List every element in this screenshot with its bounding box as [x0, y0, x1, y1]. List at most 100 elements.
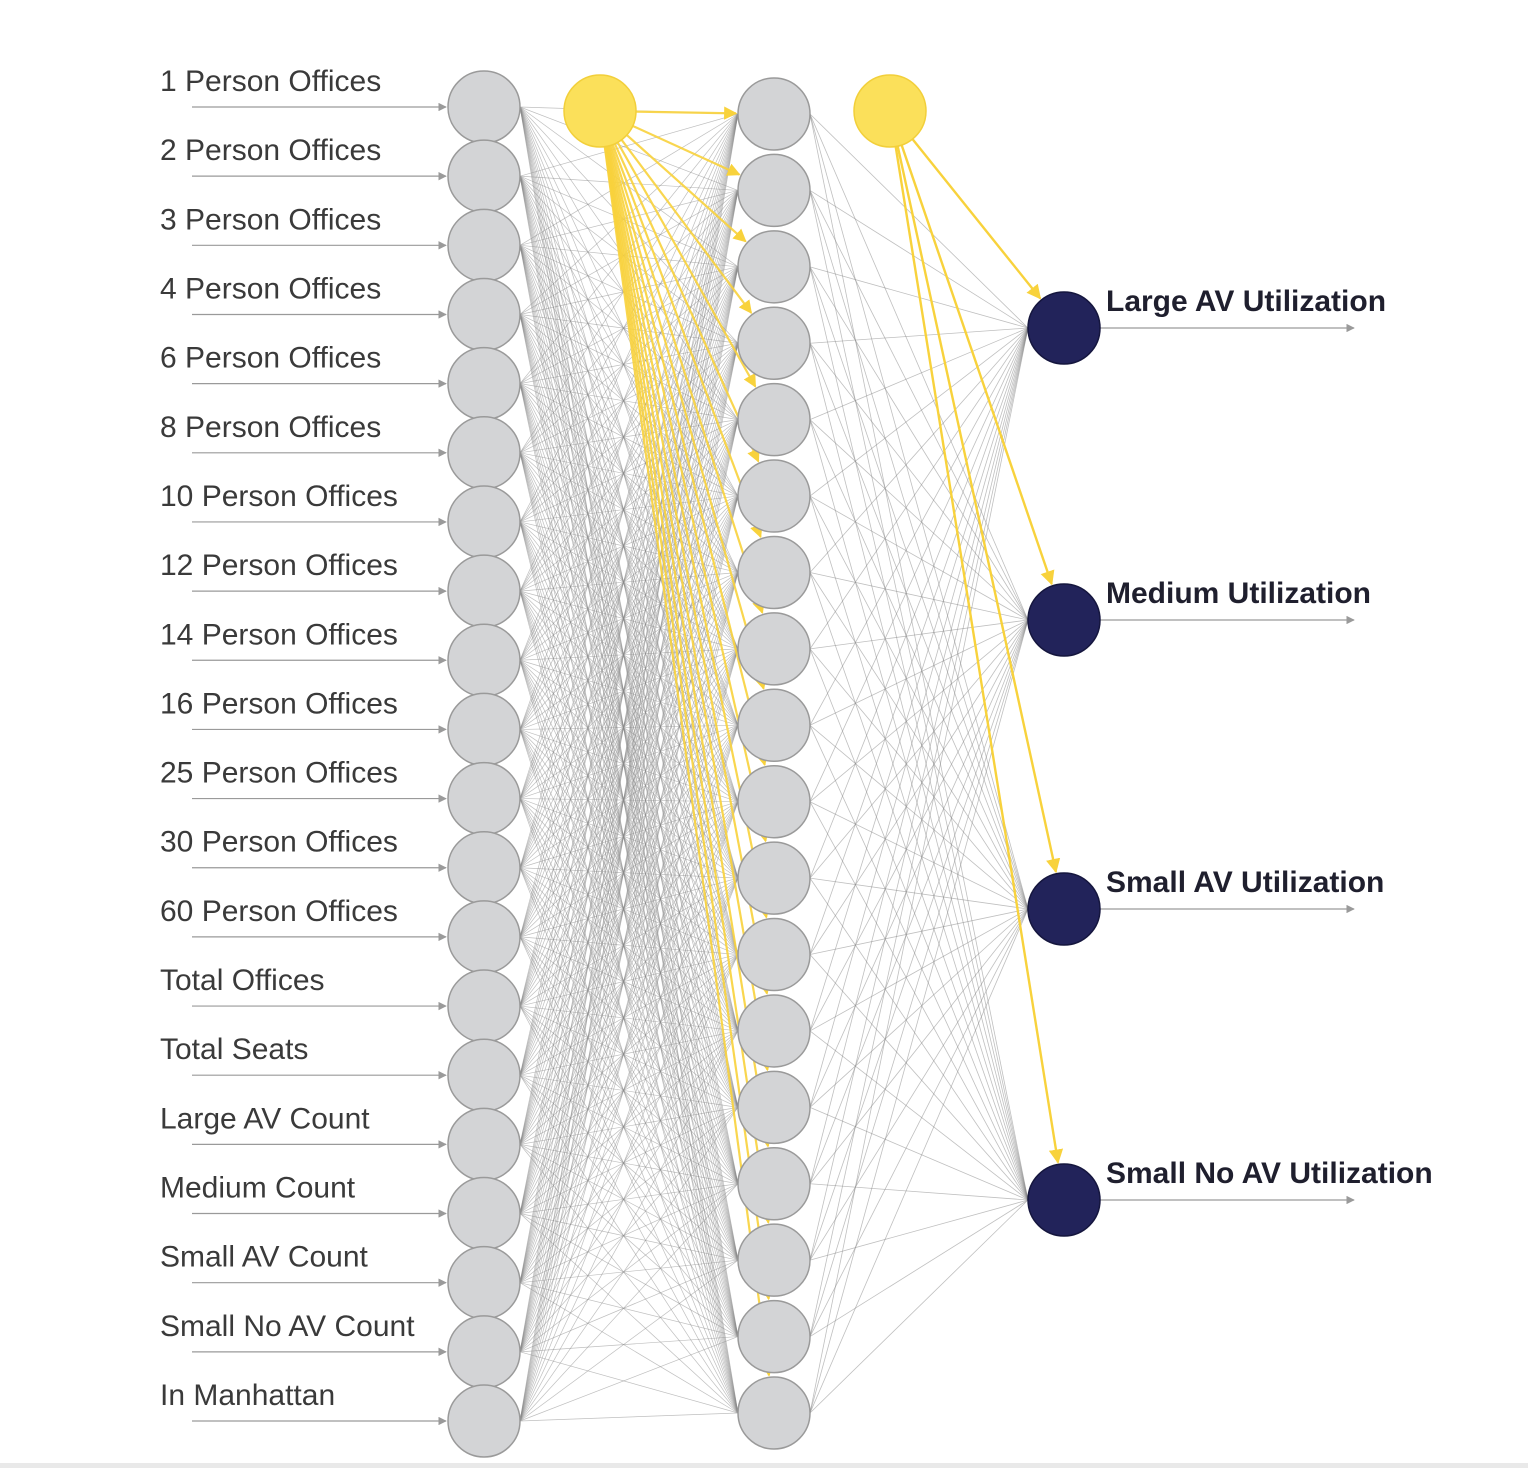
- connection-edge: [519, 725, 739, 1283]
- bias-edge: [608, 145, 767, 691]
- connection-edge: [519, 314, 739, 1108]
- hidden-neuron: [737, 230, 811, 304]
- output-label: Large AV Utilization: [1106, 285, 1386, 318]
- connection-edge: [519, 175, 739, 191]
- connection-edge: [519, 1030, 739, 1422]
- connection-edge: [519, 113, 739, 1352]
- connection-edge: [519, 343, 739, 730]
- connection-edge: [809, 619, 1029, 1032]
- bottom-border: [0, 1463, 1528, 1468]
- connection-edge: [519, 106, 739, 1108]
- connection-edge: [809, 648, 1029, 910]
- bias-edge: [604, 146, 773, 1148]
- connection-edge: [809, 419, 1029, 1201]
- connection-edge: [519, 176, 739, 1337]
- connection-edge: [519, 1259, 739, 1422]
- connection-edge: [809, 1199, 1029, 1337]
- connection-edge: [809, 619, 1029, 955]
- output-neuron: [1027, 583, 1101, 657]
- connection-edge: [519, 798, 739, 1337]
- output-label: Medium Utilization: [1106, 577, 1371, 610]
- connection-edge: [519, 176, 739, 1184]
- connection-edge: [519, 190, 739, 1214]
- connection-edge: [519, 648, 739, 799]
- connection-edge: [519, 590, 739, 1261]
- connection-edge: [809, 572, 1029, 621]
- connection-edge: [519, 113, 739, 1007]
- connection-edge: [519, 419, 739, 799]
- connection-edge: [519, 190, 739, 1422]
- connection-edge: [519, 266, 739, 1076]
- output-label: Small No AV Utilization: [1106, 1157, 1433, 1190]
- bias-edge: [611, 144, 763, 539]
- connection-edge: [519, 113, 739, 246]
- connection-edge: [809, 1106, 1029, 1201]
- connection-edge: [519, 343, 739, 1283]
- connection-edge: [519, 591, 739, 1414]
- connection-edge: [519, 725, 739, 1145]
- input-label: Total Seats: [160, 1033, 308, 1066]
- connection-edge: [809, 327, 1029, 1032]
- input-label: Medium Count: [160, 1172, 356, 1205]
- connection-edge: [519, 1107, 739, 1353]
- connection-edge: [809, 877, 1029, 1201]
- connection-edge: [519, 1259, 739, 1353]
- connection-edge: [519, 383, 739, 1032]
- connection-edge: [519, 343, 739, 1076]
- connection-edge: [519, 572, 739, 1145]
- connection-edge: [519, 452, 739, 1414]
- bias-edge: [613, 143, 760, 463]
- connection-edge: [809, 1183, 1029, 1201]
- connection-edge: [519, 190, 739, 1007]
- connection-edge: [519, 190, 739, 1352]
- connection-edge: [809, 648, 1029, 1201]
- connection-edge: [519, 245, 739, 1337]
- connection-edge: [809, 113, 1029, 1201]
- connection-edge: [809, 725, 1029, 1201]
- connection-edge: [519, 572, 739, 868]
- connection-edge: [519, 572, 739, 1076]
- hidden-neuron: [737, 1223, 811, 1297]
- connection-edge: [519, 521, 739, 1337]
- connection-edge: [519, 1183, 739, 1422]
- input-neuron: [447, 1038, 521, 1112]
- connection-edge: [519, 176, 739, 879]
- connection-edge: [809, 327, 1029, 650]
- connection-edge: [519, 954, 739, 1353]
- connection-edge: [519, 495, 739, 938]
- connection-edge: [519, 495, 739, 1214]
- connection-edge: [809, 908, 1029, 1032]
- connection-edge: [519, 245, 739, 955]
- connection-edge: [519, 801, 739, 1352]
- input-label: 6 Person Offices: [160, 342, 381, 375]
- connection-edge: [809, 495, 1029, 910]
- input-neuron: [447, 900, 521, 974]
- connection-edge: [809, 908, 1029, 1261]
- input-label: 60 Person Offices: [160, 895, 398, 928]
- input-label: 14 Person Offices: [160, 618, 398, 651]
- connection-edge: [809, 327, 1029, 1108]
- connection-edge: [519, 113, 739, 730]
- connection-edge: [519, 190, 739, 1145]
- connection-edge: [519, 106, 739, 879]
- connection-edge: [519, 176, 739, 1032]
- connection-edge: [519, 725, 739, 1214]
- input-label: 30 Person Offices: [160, 826, 398, 859]
- input-neuron: [447, 830, 521, 905]
- input-neuron: [447, 1176, 521, 1251]
- connection-edge: [519, 452, 739, 1337]
- connection-edge: [809, 908, 1029, 1414]
- connection-edge: [809, 327, 1029, 421]
- connection-edge: [519, 113, 739, 1214]
- input-arrows: [192, 102, 447, 1426]
- connection-edge: [809, 327, 1029, 573]
- connection-edge: [519, 314, 739, 1032]
- bias-edge: [607, 145, 769, 767]
- connection-edge: [519, 729, 739, 1261]
- connection-edge: [809, 327, 1029, 1184]
- connection-edge: [809, 572, 1029, 1201]
- connection-edge: [809, 724, 1029, 910]
- input-neuron: [447, 623, 521, 698]
- input-neuron: [447, 969, 521, 1043]
- hidden-neuron: [737, 994, 811, 1068]
